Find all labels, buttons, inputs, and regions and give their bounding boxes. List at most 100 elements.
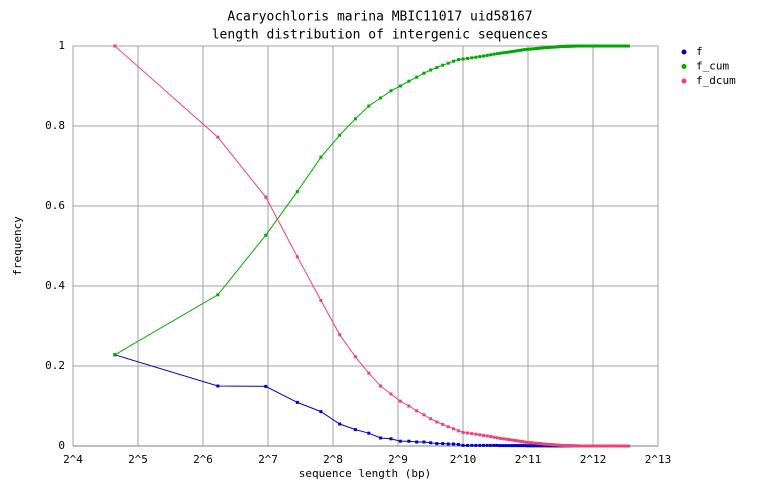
x-tick-label: 2^5 [128,453,148,466]
data-point [527,444,531,448]
data-point [422,413,426,417]
data-point [558,45,562,49]
data-point [523,48,527,52]
data-point [498,444,502,448]
data-point [478,443,482,447]
data-point [538,46,542,50]
data-point [563,44,567,48]
data-point [534,444,538,448]
data-point [319,298,323,302]
data-point [435,442,439,446]
x-axis-label: sequence length (bp) [299,467,431,480]
data-point [523,444,527,448]
data-point [540,442,544,446]
data-point [554,443,558,447]
data-point [367,431,371,435]
data-point [542,444,546,448]
data-point [553,45,557,49]
data-point [564,44,568,48]
x-tick-label: 2^12 [580,453,607,466]
data-point [532,441,536,445]
x-tick-label: 2^6 [193,453,213,466]
data-point [389,89,393,93]
data-point [478,55,482,59]
data-point [518,48,522,52]
data-point [504,50,508,54]
data-point [492,52,496,56]
data-point [544,442,548,446]
data-point [540,46,544,50]
data-point [515,444,519,448]
data-point [429,68,433,72]
data-point [429,441,433,445]
data-point [216,135,220,139]
data-point [547,45,551,49]
data-point [379,96,383,100]
data-point [536,444,540,448]
data-point [504,444,508,448]
data-point [415,409,419,413]
data-point [549,443,553,447]
data-point [422,440,426,444]
data-point [474,443,478,447]
data-point [546,442,550,446]
data-point [507,50,511,54]
data-point [520,444,524,448]
data-point [466,56,470,60]
data-point [367,371,371,375]
data-point [474,55,478,59]
data-point [461,430,465,434]
data-point [507,444,511,448]
data-point [518,439,522,443]
x-tick-label: 2^4 [63,453,83,466]
data-point [518,444,522,448]
legend-marker [681,78,687,84]
data-point [551,45,555,49]
data-point [525,444,529,448]
y-tick-label: 0.4 [45,279,65,292]
data-point [495,443,499,447]
data-point [295,190,299,194]
x-tick-label: 2^7 [258,453,278,466]
data-point [527,441,531,445]
data-point [561,443,565,447]
data-point [353,428,357,432]
legend-label: f_cum [696,60,729,73]
legend-label: f [696,45,703,58]
data-point [556,443,560,447]
data-point [264,195,268,199]
data-point [216,384,220,388]
data-point [466,443,470,447]
legend-label: f_dcum [696,74,736,87]
data-point [489,443,493,447]
data-point [398,439,402,443]
data-point [446,442,450,446]
data-point [295,400,299,404]
data-point [532,47,536,51]
data-point [451,427,455,431]
data-point [538,442,542,446]
data-point [398,399,402,403]
data-point [470,432,474,436]
data-point [515,49,519,53]
data-point [536,46,540,50]
data-point [559,443,563,447]
legend-marker [681,64,687,69]
data-point [513,444,517,448]
data-point [547,443,551,447]
x-tick-label: 2^9 [388,453,408,466]
data-point [482,433,486,437]
data-point [319,410,323,414]
data-point [540,444,544,448]
data-point [529,441,533,445]
data-point [441,442,445,446]
data-point [485,443,489,447]
data-point [538,444,542,448]
data-point [338,133,342,137]
data-point [470,443,474,447]
data-point [446,425,450,429]
data-point [446,61,450,65]
chart-title: Acaryochloris marina MBIC11017 uid58167 [227,10,532,25]
data-point [485,53,489,57]
data-point [456,58,460,62]
